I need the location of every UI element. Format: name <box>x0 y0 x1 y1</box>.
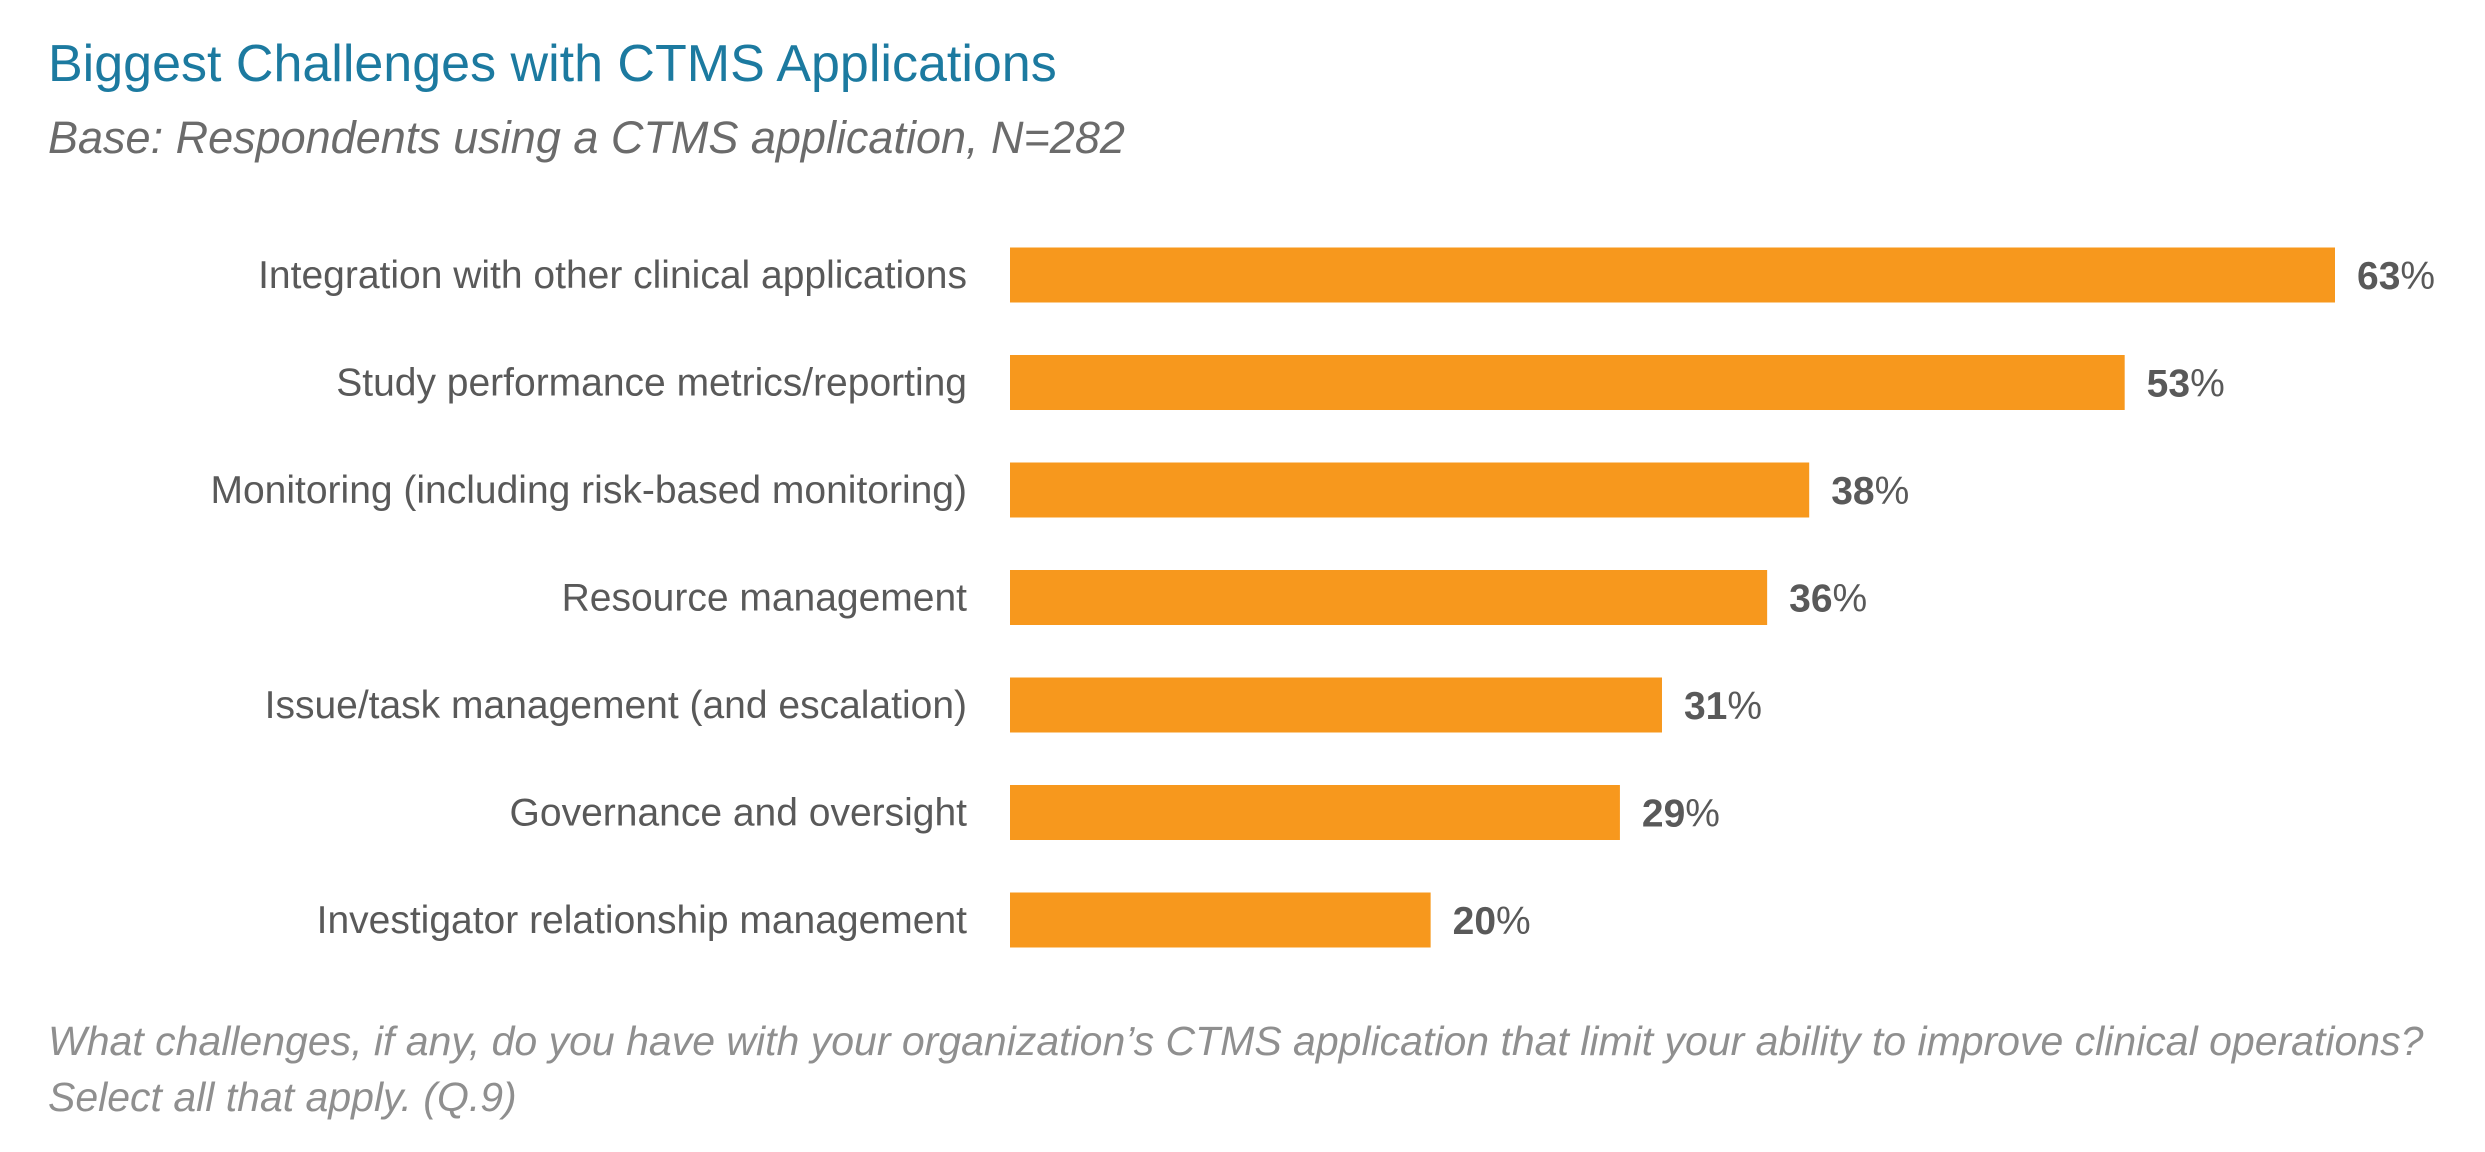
data-label: 31% <box>1684 685 1762 728</box>
bar <box>1010 462 1810 518</box>
chart-title: Biggest Challenges with CTMS Application… <box>48 35 1057 93</box>
category-label: Governance and oversight <box>510 792 968 835</box>
data-label: 36% <box>1789 578 1867 621</box>
data-label: 20% <box>1453 900 1531 943</box>
bar <box>1010 247 2335 303</box>
footer-note: Select all that apply. (Q.9) <box>48 1074 517 1120</box>
bar <box>1010 677 1662 733</box>
category-label: Issue/task management (and escalation) <box>265 684 967 727</box>
category-label: Monitoring (including risk-based monitor… <box>210 469 967 512</box>
category-label: Integration with other clinical applicat… <box>258 254 967 297</box>
bar <box>1010 570 1768 625</box>
data-label: 29% <box>1642 793 1720 836</box>
bar <box>1010 355 2125 410</box>
category-label: Resource management <box>562 577 968 620</box>
chart-subtitle: Base: Respondents using a CTMS applicati… <box>48 112 1125 163</box>
category-label: Investigator relationship management <box>317 899 968 942</box>
category-label: Study performance metrics/reporting <box>336 362 967 405</box>
bar <box>1010 785 1620 840</box>
data-label: 38% <box>1831 470 1909 513</box>
footer-question: What challenges, if any, do you have wit… <box>48 1018 2424 1064</box>
bar <box>1010 892 1431 948</box>
data-label: 63% <box>2357 255 2435 298</box>
data-label: 53% <box>2147 363 2225 406</box>
